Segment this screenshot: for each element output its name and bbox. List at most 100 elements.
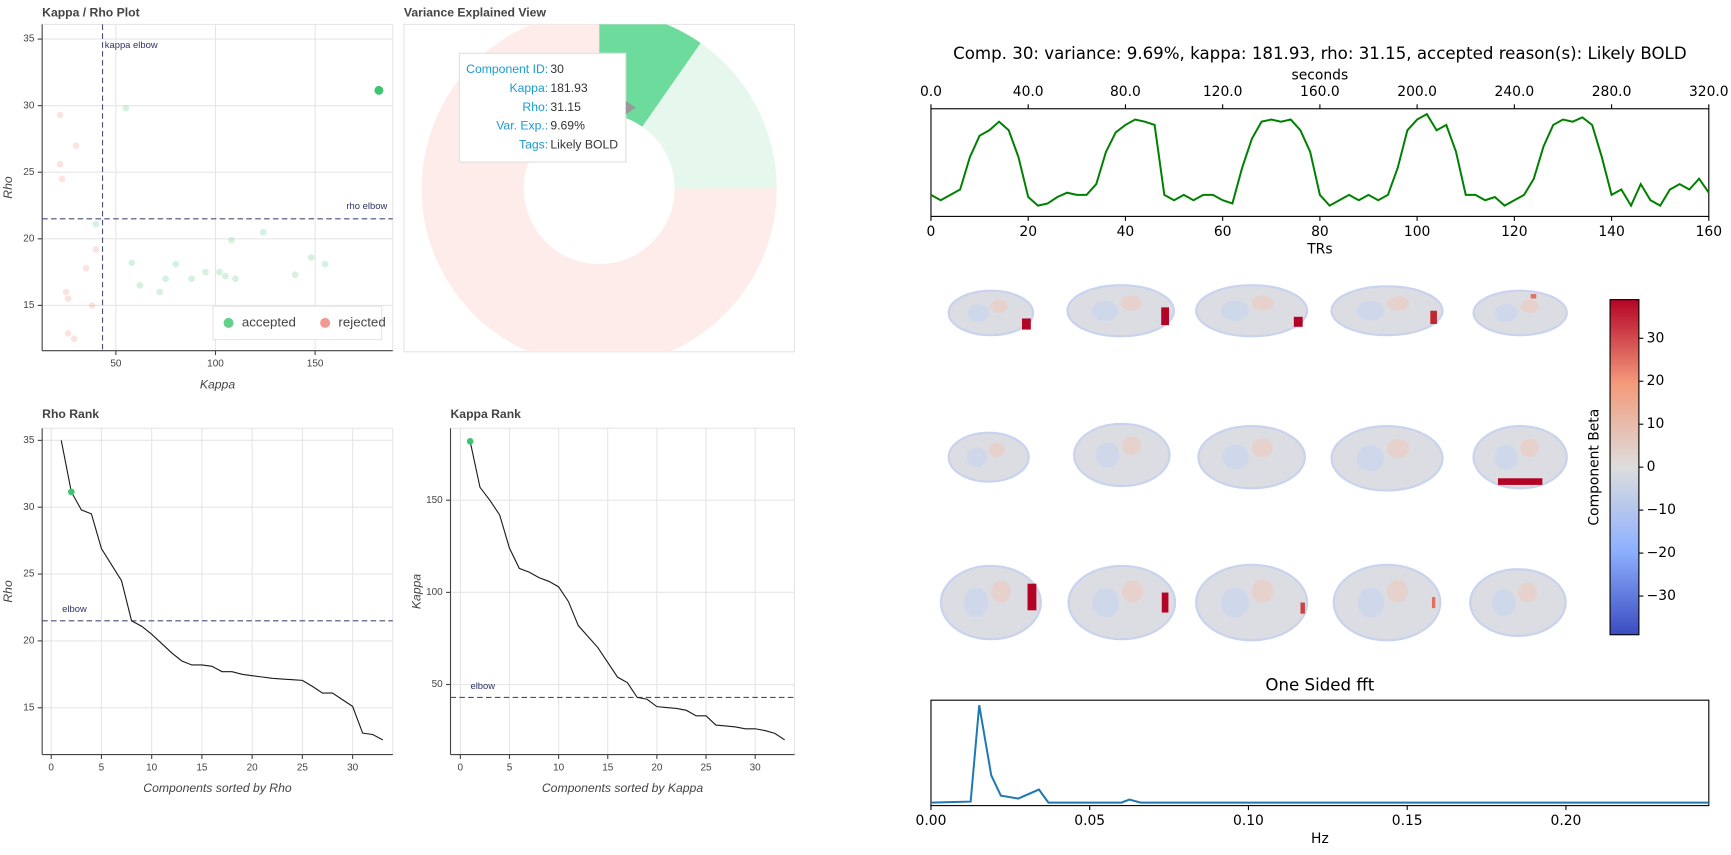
colorbar-label: Component Beta <box>1587 409 1603 526</box>
data-point <box>64 330 72 337</box>
brain-texture <box>990 580 1011 603</box>
brain-texture <box>1221 587 1249 618</box>
y-tick-label: 30 <box>23 100 35 111</box>
brain-texture <box>1520 438 1539 458</box>
brain-texture <box>1251 295 1274 311</box>
tooltip-value: 181.93 <box>550 81 587 95</box>
elbow-label: elbow <box>62 603 87 614</box>
x-tick-label: 200.0 <box>1397 84 1437 100</box>
brain-activation <box>1161 307 1169 326</box>
y-tick-label: 35 <box>23 435 35 446</box>
data-point <box>56 111 64 119</box>
data-point <box>64 295 72 303</box>
brain-texture <box>1387 296 1410 311</box>
y-tick-label: 10 <box>1647 416 1665 432</box>
elbow-label: rho elbow <box>346 200 387 211</box>
elbow-label: kappa elbow <box>105 39 158 50</box>
x-tick-label: 20 <box>247 763 259 774</box>
donut-wedge <box>642 43 777 189</box>
x-tick-label: 120.0 <box>1203 84 1243 100</box>
brain-texture <box>1356 300 1385 321</box>
data-point <box>216 268 223 276</box>
x-tick-label: 25 <box>700 763 712 774</box>
selected-point <box>466 438 474 445</box>
tooltip-value: 9.69% <box>550 119 585 133</box>
brain-texture <box>1494 304 1518 322</box>
x-tick-label: 80.0 <box>1110 84 1141 100</box>
brain-texture <box>1121 436 1141 455</box>
data-point <box>72 142 80 149</box>
data-line <box>469 441 785 741</box>
brain-slice <box>947 289 1035 337</box>
y-tick-label: 150 <box>426 495 443 506</box>
data-point <box>92 220 100 228</box>
x-tick-label: 0 <box>48 763 54 774</box>
data-point <box>172 260 179 268</box>
x-tick-label: 60 <box>1214 224 1232 240</box>
tooltip-label: Var. Exp.: <box>496 119 548 133</box>
x2-axis-title: seconds <box>1292 67 1349 83</box>
x-tick-label: 240.0 <box>1495 84 1535 100</box>
x-tick-label: 40 <box>1117 224 1135 240</box>
y-axis-title: Kappa <box>409 574 423 609</box>
x-tick-label: 10 <box>553 763 565 774</box>
x-tick-label: 15 <box>602 763 614 774</box>
tooltip-box <box>458 52 627 163</box>
brain-texture <box>1251 438 1273 458</box>
tooltip-value: Likely BOLD <box>550 138 618 152</box>
x-tick-label: 120 <box>1501 224 1527 240</box>
x-tick-label: 160.0 <box>1300 84 1340 100</box>
brain-texture <box>1491 589 1516 616</box>
selected-point <box>67 488 75 496</box>
x-tick-label: 20 <box>1019 224 1037 240</box>
x-tick-label: 140 <box>1598 224 1624 240</box>
data-line <box>930 112 1710 208</box>
x-tick-label: 0.15 <box>1392 813 1423 829</box>
chart-title: Comp. 30: variance: 9.69%, kappa: 181.93… <box>953 44 1686 63</box>
y-tick-label: 35 <box>23 34 35 45</box>
x-axis-title: Hz <box>1311 831 1329 847</box>
brain-texture <box>1387 579 1409 603</box>
brain-slice <box>1067 564 1177 641</box>
y-axis-title: Rho <box>1 176 15 199</box>
panel-title: Kappa / Rho Plot <box>42 6 140 20</box>
brain-activation <box>1530 294 1537 299</box>
brain-activation <box>1300 602 1305 614</box>
y-tick-label: 15 <box>23 300 35 311</box>
colorbar <box>1609 299 1640 636</box>
y-tick-label: 20 <box>23 636 35 647</box>
x-tick-label: 0.00 <box>916 813 947 829</box>
data-point <box>291 271 299 279</box>
tooltip-value: 30 <box>550 62 564 76</box>
y-tick-label: 25 <box>23 167 35 178</box>
plot-frame <box>41 23 394 352</box>
brain-slice <box>947 431 1030 483</box>
brain-texture <box>1520 299 1539 313</box>
panel-title: Variance Explained View <box>404 6 547 20</box>
y-tick-label: 50 <box>432 679 444 690</box>
x-tick-label: 5 <box>99 763 105 774</box>
brain-activation <box>1430 310 1437 325</box>
data-point <box>307 254 315 261</box>
brain-texture <box>1387 438 1410 459</box>
x-tick-label: 5 <box>507 763 513 774</box>
x-tick-label: 160 <box>1696 224 1722 240</box>
brain-activation <box>1021 318 1031 330</box>
legend-swatch <box>223 317 234 328</box>
brain-texture <box>1092 587 1120 618</box>
x-tick-label: 100 <box>207 359 224 370</box>
x-tick-label: 0 <box>927 224 936 240</box>
brain-activation <box>1027 583 1037 611</box>
brain-slice <box>1469 568 1567 637</box>
brain-texture <box>963 587 989 618</box>
brain-slice <box>1332 563 1442 642</box>
brain-activation <box>1161 592 1169 613</box>
brain-texture <box>1121 580 1144 603</box>
brain-texture <box>1494 444 1518 470</box>
chart-title: One Sided fft <box>1265 675 1374 694</box>
legend-box <box>212 305 383 341</box>
y-axis-title: Rho <box>1 580 15 603</box>
x-tick-label: 0.05 <box>1074 813 1105 829</box>
